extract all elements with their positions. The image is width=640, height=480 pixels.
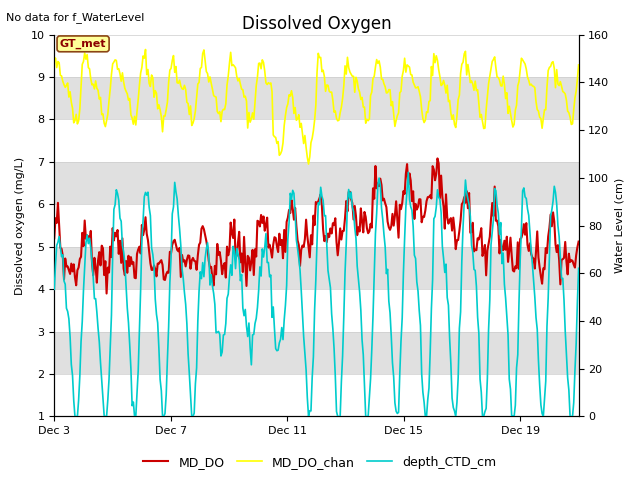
MD_DO [91,255,99,261]
Bar [54,162,579,204]
Y-axis label: Water Level (cm): Water Level (cm) [615,178,625,273]
Title: Dissolved Oxygen: Dissolved Oxygen [242,15,391,33]
MD_DO_chan [457,71,465,76]
MD_DO [434,156,442,161]
Line: MD_DO_chan: MD_DO_chan [54,49,579,164]
Y-axis label: Dissolved oxygen (mg/L): Dissolved oxygen (mg/L) [15,156,25,295]
MD_DO_chan [575,62,582,68]
Text: GT_met: GT_met [60,39,106,49]
Bar [54,77,579,120]
MD_DO [468,228,476,234]
MD_DO_chan [51,58,58,64]
Text: No data for f_WaterLevel: No data for f_WaterLevel [6,12,145,23]
Bar [54,120,579,162]
Bar [54,247,579,289]
MD_DO [51,235,58,241]
MD_DO_chan [468,78,476,84]
Bar [54,204,579,247]
Bar [54,332,579,374]
MD_DO [415,196,423,202]
Line: MD_DO: MD_DO [54,158,579,293]
Bar [54,289,579,332]
depth_CTD_cm [457,309,465,315]
MD_DO_chan [417,94,424,99]
depth_CTD_cm [533,326,541,332]
MD_DO [457,217,465,223]
MD_DO [356,228,364,234]
depth_CTD_cm [404,169,412,175]
depth_CTD_cm [417,323,424,328]
MD_DO [575,239,582,244]
depth_CTD_cm [575,265,582,271]
MD_DO_chan [141,47,149,52]
depth_CTD_cm [51,287,58,292]
depth_CTD_cm [92,296,99,301]
depth_CTD_cm [356,289,364,295]
depth_CTD_cm [468,242,476,248]
Bar [54,374,579,417]
Bar [54,35,579,77]
MD_DO [103,290,111,296]
MD_DO_chan [533,107,541,112]
depth_CTD_cm [71,414,79,420]
Legend: MD_DO, MD_DO_chan, depth_CTD_cm: MD_DO, MD_DO_chan, depth_CTD_cm [138,451,502,474]
MD_DO_chan [91,86,99,92]
MD_DO_chan [357,96,365,102]
MD_DO_chan [305,161,312,167]
MD_DO [533,228,541,234]
Line: depth_CTD_cm: depth_CTD_cm [54,172,579,417]
